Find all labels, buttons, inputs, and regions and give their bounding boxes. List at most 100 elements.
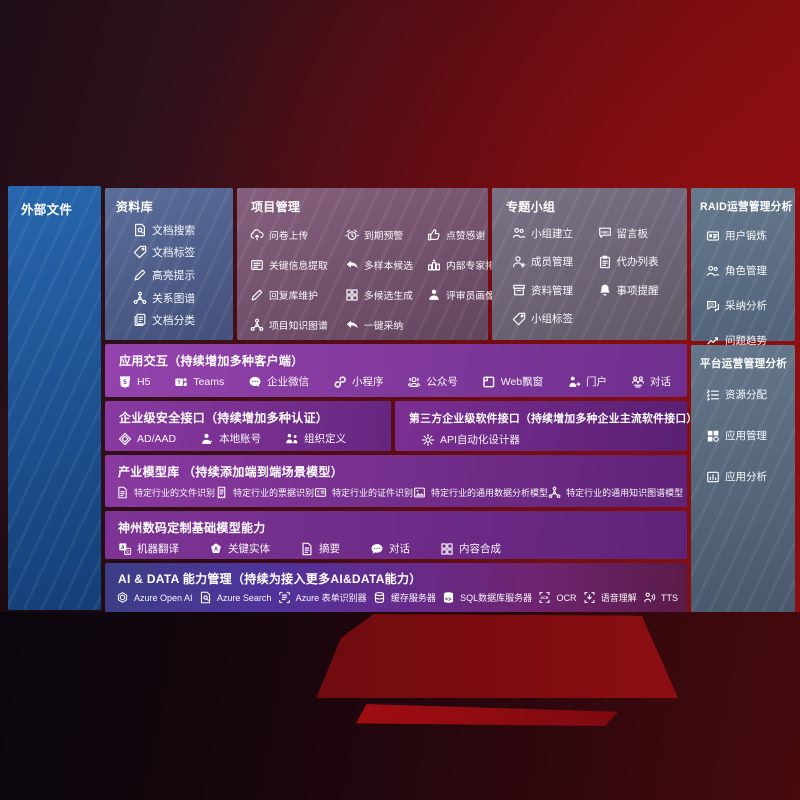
feature-label: 多样本候选 — [364, 261, 413, 272]
base-model-title: 神州数码定制基础模型能力 — [118, 521, 266, 535]
thumb-up-icon — [427, 228, 441, 242]
background-red-shape — [316, 614, 678, 698]
list-icon — [706, 388, 720, 402]
feature-item: OCR OCR — [538, 591, 576, 604]
tts-icon — [643, 591, 656, 604]
chat-icon — [370, 542, 384, 556]
feature-label: Web飘窗 — [500, 376, 544, 388]
person-add-icon — [512, 255, 526, 269]
feature-item: 小组建立 — [512, 226, 598, 241]
image-icon — [413, 486, 426, 499]
bell-icon — [598, 283, 612, 297]
shield-icon — [118, 432, 132, 446]
h5-icon: 5 — [118, 375, 132, 389]
gear-icon — [421, 433, 435, 447]
feature-item: Web飘窗 — [482, 374, 543, 389]
feature-item: TTS — [643, 591, 678, 604]
feature-item: 代办列表 — [598, 254, 684, 269]
feature-item: 项目知识图谱 — [250, 318, 345, 332]
teams-icon: T — [174, 375, 188, 389]
doc-stack-icon — [133, 313, 147, 327]
thirdparty-interface-title: 第三方企业级软件接口（持续增加多种企业主流软件接口） — [409, 413, 698, 425]
feature-item: Azure Search — [199, 591, 272, 604]
feature-item: 对话 — [631, 374, 671, 389]
feature-item: 应用管理 — [706, 428, 795, 443]
speech-icon — [583, 591, 596, 604]
doc-search-icon — [199, 591, 212, 604]
repository-title: 资料库 — [116, 200, 153, 214]
svg-text:T: T — [178, 380, 182, 386]
feature-label: 代办列表 — [616, 256, 659, 269]
feature-item: 小组标签 — [512, 311, 598, 326]
feature-item: 特定行业的通用知识图谱模型 — [548, 486, 683, 499]
upload-cloud-icon — [250, 228, 264, 242]
feature-label: 小程序 — [352, 376, 384, 388]
feature-item: 点赞感谢 — [427, 228, 505, 242]
feature-label: H5 — [137, 375, 151, 388]
feature-label: 采纳分析 — [725, 300, 767, 312]
feature-item: 成员管理 — [512, 254, 598, 269]
feature-label: 小组标签 — [531, 313, 573, 326]
platform-analysis-title: 平台运营管理分析 — [700, 358, 788, 370]
app-chart-icon — [706, 470, 720, 484]
feature-item: 5 H5 — [118, 375, 150, 389]
feature-item: QA 采纳分析 — [706, 298, 795, 313]
security-interface-panel: 企业级安全接口（持续增加多种认证） AD/AAD 本地账号 组织定义 — [105, 401, 391, 451]
clipboard-icon — [598, 255, 612, 269]
feature-label: 应用管理 — [725, 430, 767, 442]
feature-label: 一键采纳 — [364, 321, 404, 332]
feature-item: 摘要 — [300, 541, 340, 556]
industry-models-row: 特定行业的文件识别 特定行业的票据识别 特定行业的证件识别 特定行业的通用数据分析模型… — [105, 480, 687, 499]
feature-item: API自动化设计器 — [421, 432, 520, 447]
network-icon — [548, 486, 561, 499]
feature-label: 问卷上传 — [269, 231, 309, 242]
feature-item: Azure 表单识别器 — [278, 591, 367, 604]
miniapp-icon — [333, 375, 347, 389]
svg-text:BBS: BBS — [601, 231, 609, 235]
feature-label: 文档分类 — [152, 315, 196, 328]
feature-item: 本地账号 — [200, 431, 261, 446]
frame-icon — [250, 258, 264, 272]
cache-icon — [373, 591, 386, 604]
entity-icon: A — [209, 542, 223, 556]
platform-analysis-list: 资源分配 应用管理 应用分析 — [691, 371, 795, 484]
idcard-icon — [314, 486, 327, 499]
feature-item: AD/AAD — [118, 432, 176, 446]
svg-text:A: A — [214, 546, 218, 552]
receipt-icon — [215, 486, 228, 499]
project-management-title: 项目管理 — [251, 200, 301, 214]
industry-models-title: 产业模型库 （持续添加端到端场景模型） — [118, 465, 344, 479]
feature-label: OCR — [556, 592, 577, 603]
topic-groups-grid: 小组建立 BBS 留言板 成员管理 代办列表 资料管理 事项提醒 小组标签 — [492, 215, 687, 333]
feature-item: 特定行业的证件识别 — [314, 486, 413, 499]
doc-search-icon — [133, 223, 147, 237]
feature-label: 资源分配 — [725, 389, 767, 401]
feature-label: 企业微信 — [267, 376, 310, 388]
feature-item: 特定行业的文件识别 — [116, 486, 215, 499]
base-model-panel: 神州数码定制基础模型能力 A 文机器翻译 A 关键实体 摘要 对话 内容合成 — [105, 511, 687, 559]
pubaccount-icon — [407, 375, 421, 389]
rank-icon — [427, 258, 441, 272]
repository-list: 文档搜索 文档标签 高亮提示 关系图谱 文档分类 — [105, 215, 233, 335]
webwin-icon — [482, 375, 496, 389]
dialog-icon — [631, 375, 645, 389]
feature-label: AD/AAD — [137, 432, 177, 445]
pen-icon — [250, 288, 264, 302]
feature-label: 关系图谱 — [152, 292, 196, 305]
feature-item: 资料管理 — [512, 283, 598, 298]
feature-label: 机器翻译 — [137, 543, 179, 555]
doc-icon — [300, 542, 314, 556]
tag-icon — [512, 312, 526, 326]
security-interface-title: 企业级安全接口（持续增加多种认证） — [119, 411, 329, 425]
topic-groups-title: 专题小组 — [506, 200, 556, 214]
feature-item: 公众号 — [407, 374, 458, 389]
org-icon — [285, 432, 299, 446]
feature-item: 内容合成 — [440, 541, 501, 556]
ai-data-panel: AI & DATA 能力管理（持续为接入更多AI&DATA能力） Azure O… — [105, 563, 687, 612]
feature-label: 语音理解 — [600, 593, 637, 603]
feature-label: 角色管理 — [725, 265, 767, 277]
feature-label: 成员管理 — [531, 256, 573, 269]
feature-label: Azure Search — [216, 592, 272, 603]
feature-label: 关键实体 — [228, 543, 270, 555]
